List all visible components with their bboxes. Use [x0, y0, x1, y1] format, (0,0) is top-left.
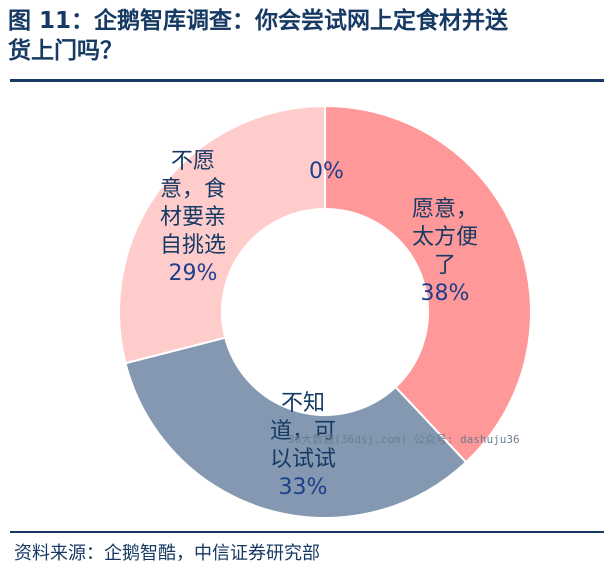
- slice-label-unwilling: 不愿 意，食 材要亲 自挑选 29%: [160, 148, 226, 288]
- slice-label-unsure: 不知 道，可 以试试 33%: [270, 390, 336, 502]
- watermark: 36大数据(36dsj.com) 公众号: dashuju36: [288, 433, 520, 446]
- value-label: 0%: [309, 159, 344, 184]
- value-label: 33%: [278, 475, 328, 500]
- value-label: 38%: [420, 281, 470, 306]
- title-line-1: 图 11：企鹅智库调查：你会尝试网上定食材并送: [8, 8, 509, 34]
- value-label: 29%: [168, 261, 218, 286]
- label-line: 道，可: [270, 419, 337, 444]
- label-line: 了: [434, 253, 457, 278]
- label-line: 材要亲: [160, 205, 227, 230]
- footer-divider: [10, 531, 604, 533]
- label-line: 以试试: [270, 447, 337, 472]
- chart-title: 图 11：企鹅智库调查：你会尝试网上定食材并送 货上门吗？: [8, 6, 608, 66]
- label-line: 不知: [281, 391, 326, 416]
- slice-willing: [324, 104, 532, 464]
- label-line: 太方便: [412, 225, 479, 250]
- slice-unsure: [124, 336, 468, 519]
- source-note: 资料来源：企鹅智酷，中信证券研究部: [14, 543, 320, 564]
- label-line: 意，食: [160, 177, 227, 202]
- label-line: 不愿: [171, 149, 216, 174]
- slice-unwilling: [118, 104, 326, 365]
- slice-label-willing: 愿意， 太方便 了 38%: [412, 196, 478, 308]
- title-divider: [10, 79, 604, 82]
- slice-label-zero: 0%: [309, 158, 344, 186]
- label-line: 自挑选: [160, 233, 227, 258]
- label-line: 愿意，: [412, 197, 479, 222]
- title-line-2: 货上门吗？: [8, 38, 123, 64]
